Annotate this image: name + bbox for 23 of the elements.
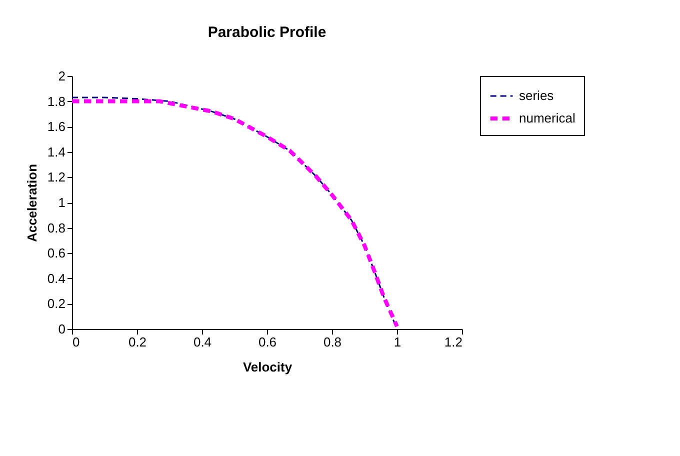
legend-label: numerical — [519, 110, 576, 126]
x-tick-label: 1 — [394, 334, 402, 350]
y-tick-label: 1.4 — [47, 144, 66, 160]
legend-label: series — [519, 88, 554, 103]
y-tick-label: 0.6 — [47, 246, 66, 261]
x-axis-title: Velocity — [242, 360, 293, 374]
x-tick-label: 0.4 — [193, 334, 212, 350]
y-axis-title: Acceleration — [24, 164, 40, 242]
y-tick-label: 1 — [58, 195, 66, 210]
y-tick-label: 1.2 — [47, 170, 66, 185]
chart-title: Parabolic Profile — [208, 24, 326, 41]
y-tick-label: 0.2 — [47, 296, 66, 312]
x-tick-label: 0 — [72, 334, 80, 350]
y-tick-label: 1.6 — [47, 119, 66, 134]
y-tick-label: 0.8 — [47, 220, 66, 236]
x-tick-label: 0.2 — [128, 334, 147, 350]
y-tick-label: 2 — [58, 68, 66, 84]
y-tick-label: 0 — [58, 322, 66, 336]
x-tick-label: 1.2 — [444, 334, 462, 350]
x-tick-label: 0.6 — [258, 334, 277, 350]
x-tick-label: 0.8 — [323, 334, 342, 350]
y-tick-label: 0.4 — [47, 270, 66, 286]
y-tick-label: 1.8 — [47, 94, 66, 109]
